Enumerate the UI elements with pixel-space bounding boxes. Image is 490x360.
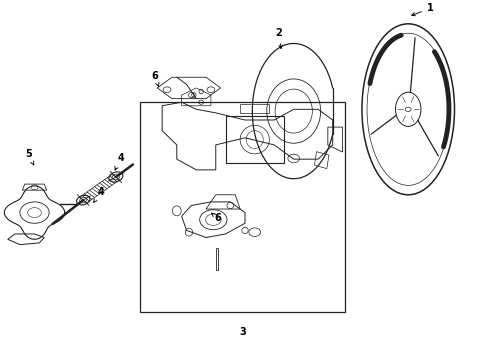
Bar [140,102,345,312]
Text: 6: 6 [151,71,159,86]
Bar [240,104,270,113]
Text: 4: 4 [115,153,124,170]
Text: 5: 5 [25,149,34,165]
Text: 3: 3 [239,327,246,337]
Text: 6: 6 [212,213,221,224]
Text: 1: 1 [412,3,434,16]
Text: 2: 2 [276,28,282,49]
Text: 4: 4 [94,187,105,202]
